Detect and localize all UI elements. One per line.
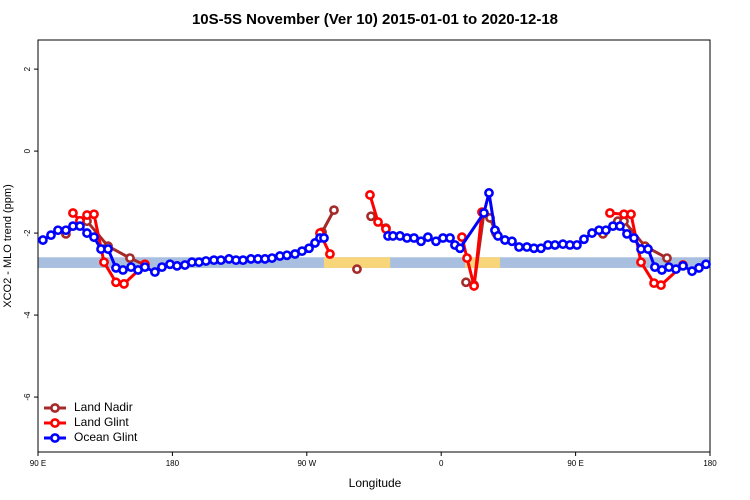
y-tick-label: 0 [23,148,32,153]
data-point [629,233,639,243]
plot-frame [37,39,711,453]
data-point [111,277,121,288]
data-point [636,257,646,268]
y-tick-label: -4 [23,311,32,319]
data-point [694,263,704,273]
data-point [461,277,471,288]
data-point [82,228,92,238]
data-point [643,244,653,254]
data-point [365,190,375,200]
x-tick-label: 0 [439,459,444,468]
data-point [662,253,672,263]
data-point [53,225,63,236]
data-point [99,257,109,268]
data-point [514,242,524,252]
data-point [89,209,99,220]
data-point [352,264,362,275]
data-point [157,262,167,273]
data-point [325,249,335,259]
data-point [445,233,455,243]
data-point [469,281,479,291]
x-tick-label: 90 E [30,459,46,468]
data-point [329,205,339,216]
data-point [282,250,292,261]
data-point [572,240,582,250]
data-point [656,280,666,291]
series-line [71,194,684,287]
legend-marker [50,403,60,413]
data-point [601,225,611,236]
data-point [75,221,85,232]
data-point [89,232,99,243]
y-axis-label: XCO2 - MLO trend (ppm) [2,184,14,307]
data-point [304,243,314,254]
data-point [366,211,376,222]
data-point [605,208,615,218]
y-tick-label: 2 [23,66,32,71]
data-point [626,209,636,220]
data-point [484,188,494,198]
legend-label: Land Nadir [74,400,133,414]
data-point [238,255,248,266]
data-point [615,221,625,232]
data-point [140,262,150,273]
data-point [701,259,711,270]
data-point [550,240,560,250]
data-point [462,253,472,263]
data-point [373,217,383,227]
data-point [507,236,517,247]
data-point [319,233,329,243]
legend-label: Ocean Glint [74,430,138,444]
data-point [46,230,56,241]
x-tick-label: 90 E [567,459,583,468]
chart-title: 10S-5S November (Ver 10) 2015-01-01 to 2… [192,11,558,28]
data-point [172,260,182,271]
legend-marker [50,433,60,443]
band-highlight [323,257,391,268]
y-tick-label: -6 [23,393,32,401]
y-tick-label: -2 [23,229,32,237]
data-point [68,208,78,218]
x-tick-label: 180 [166,459,180,468]
data-point [267,253,277,263]
data-point [622,229,632,239]
x-axis-label: Longitude [349,476,402,490]
data-point [455,243,465,254]
data-point [678,260,688,271]
band-highlight [465,257,501,268]
legend-marker [50,418,60,428]
data-point [125,253,135,263]
data-point [457,232,467,243]
data-point [38,235,48,245]
data-point [119,279,129,289]
data-point [423,232,433,243]
legend-label: Land Glint [74,415,129,429]
data-point [201,256,211,266]
x-tick-label: 90 W [297,459,316,468]
data-point [579,234,589,245]
data-point [150,267,160,277]
data-point [479,208,489,218]
data-point [216,255,226,266]
data-point [103,244,113,254]
data-point [493,231,503,241]
data-point [118,265,128,275]
x-tick-label: 180 [703,459,717,468]
data-point [416,236,426,247]
data-point [61,225,71,236]
